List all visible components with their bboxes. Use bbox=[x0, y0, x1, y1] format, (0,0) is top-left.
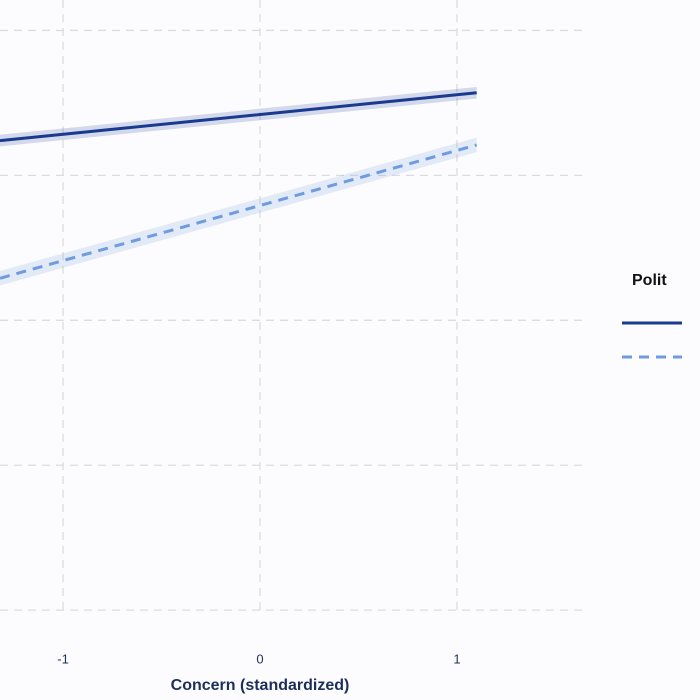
x-tick-label: 1 bbox=[453, 651, 460, 666]
legend-title: Polit bbox=[632, 272, 667, 289]
x-tick-label: 0 bbox=[256, 651, 263, 666]
series-line bbox=[0, 91, 477, 143]
x-tick-label: -1 bbox=[57, 651, 69, 666]
series-line bbox=[0, 143, 478, 280]
x-axis-title: Concern (standardized) bbox=[171, 677, 350, 694]
